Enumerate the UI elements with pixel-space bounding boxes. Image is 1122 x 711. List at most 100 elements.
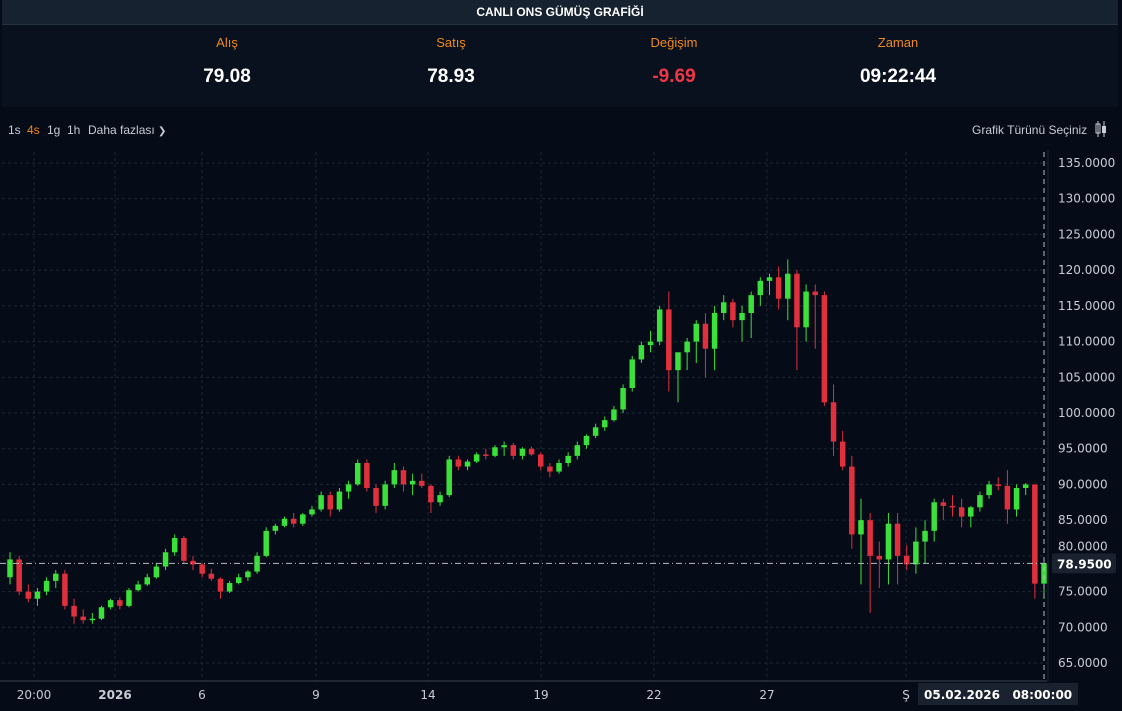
candle (794, 270, 800, 371)
candle (25, 584, 32, 603)
candle-body (958, 507, 965, 517)
candle (620, 384, 626, 413)
price-stats-panel: Alış 79.08 Satış 78.93 Değişim -9.69 Zam… (2, 25, 1118, 107)
candle-body (126, 590, 132, 606)
candle (171, 534, 178, 556)
candle (849, 455, 855, 549)
candle-body (839, 441, 846, 467)
candlestick-icon[interactable] (1094, 120, 1108, 141)
candle (437, 491, 443, 506)
candle-body (885, 523, 892, 560)
candle-body (867, 520, 873, 556)
x-tick-label: 22 (646, 688, 661, 702)
candle-body (501, 445, 507, 448)
candle (34, 588, 41, 606)
candle (592, 423, 599, 438)
more-intervals-button[interactable]: Daha fazlası ❯ (88, 123, 166, 137)
candle-body (519, 448, 526, 456)
candle-body (748, 295, 754, 313)
ohlc-open-value: 76.11 (215, 154, 248, 169)
candle-body (812, 291, 818, 296)
candle-body (730, 302, 736, 321)
chart-type-button[interactable]: Grafik Türünü Seçiniz (972, 123, 1088, 137)
candle (977, 491, 983, 512)
candle (419, 473, 425, 488)
interval-1h[interactable]: 1h (67, 123, 81, 137)
candle (181, 535, 187, 563)
candle-body (666, 309, 672, 371)
candle-body (464, 461, 471, 467)
candle (89, 613, 96, 624)
candle (71, 598, 77, 624)
interval-1s[interactable]: 1s (8, 123, 21, 137)
candle (556, 459, 562, 474)
y-tick-label: 115.0000 (1058, 299, 1115, 313)
ohlc-legend: Zaman: 05.02.2026 08:00:00 Açılış: 76.11… (7, 154, 544, 169)
candle (611, 405, 617, 422)
candle (199, 563, 205, 578)
candle-body (849, 466, 855, 535)
candle (300, 513, 306, 526)
candle-body (565, 455, 571, 463)
candle (245, 570, 251, 581)
candle (903, 545, 910, 571)
candle-body (364, 463, 370, 488)
candle-body (437, 495, 443, 503)
candle-body (528, 448, 535, 455)
y-tick-label: 75.0000 (1058, 585, 1108, 599)
candle (153, 563, 160, 579)
candle (1022, 483, 1029, 496)
candle (940, 498, 947, 521)
candle (473, 452, 480, 463)
candle (1041, 562, 1047, 599)
stat-bid-value: 79.08 (203, 66, 251, 87)
candle (656, 305, 663, 346)
candle (162, 548, 169, 571)
candle-body (236, 577, 242, 583)
stat-time: Zaman 09:22:44 (798, 25, 998, 88)
candle (117, 597, 123, 610)
chart-background (2, 150, 1118, 711)
candle (757, 277, 764, 306)
stat-ask: Satış 78.93 (351, 25, 551, 88)
candle-body (107, 600, 114, 608)
candle (327, 491, 334, 517)
candle-body (98, 607, 105, 619)
candle-body (217, 578, 224, 592)
interval-4s[interactable]: 4s (27, 123, 40, 137)
stat-ask-value: 78.93 (427, 66, 475, 87)
candle (272, 523, 279, 535)
candle-body (16, 559, 22, 592)
candle (995, 477, 1001, 491)
candle (428, 484, 434, 513)
page-title: CANLI ONS GÜMÜŞ GRAFİĞİ (2, 0, 1118, 25)
candle (144, 573, 151, 586)
candle (931, 498, 937, 542)
candle (528, 446, 535, 456)
candle-body (190, 560, 196, 565)
candle-body (1041, 563, 1047, 584)
y-tick-label: 65.0000 (1058, 656, 1108, 670)
candle (693, 320, 700, 363)
candle-body (336, 491, 343, 510)
candle (748, 291, 754, 338)
candle-body (968, 507, 974, 517)
candle (126, 588, 132, 608)
candle-body (254, 555, 260, 572)
candle (107, 598, 114, 610)
candle-body (62, 573, 68, 606)
interval-1g[interactable]: 1g (47, 123, 61, 137)
stat-change-label: Değişim (650, 35, 698, 50)
candle (858, 498, 864, 585)
x-tick-label: 9 (312, 688, 320, 702)
chart-grid (2, 150, 1118, 711)
y-tick-label: 95.0000 (1058, 442, 1108, 456)
candle (785, 259, 791, 321)
candle (647, 330, 654, 353)
y-tick-label: 80.0000 (1058, 539, 1108, 553)
x-tick-label: 19 (533, 688, 548, 702)
candle-body (684, 341, 690, 353)
candle-body (25, 591, 32, 599)
last-price-box (1052, 553, 1116, 574)
y-tick-label: 70.0000 (1058, 620, 1108, 634)
